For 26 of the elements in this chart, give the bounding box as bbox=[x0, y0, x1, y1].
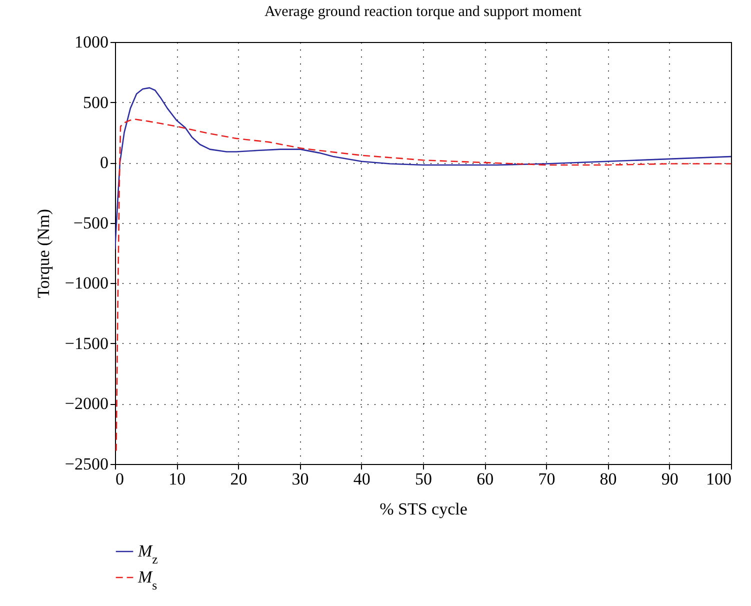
chart-title: Average ground reaction torque and support moment bbox=[264, 4, 582, 20]
y-tick-label: −1000 bbox=[64, 274, 108, 293]
y-tick-label: −2000 bbox=[64, 394, 108, 414]
legend-label: M$_{s}$ bbox=[137, 568, 158, 592]
x-tick-label: 20 bbox=[230, 470, 248, 488]
x-tick-label: 0 bbox=[116, 470, 124, 488]
legend-label: M$_{z}$ bbox=[137, 542, 158, 566]
y-tick-label: 0 bbox=[100, 153, 108, 172]
y-axis-title: Torque (Nm) bbox=[34, 209, 53, 298]
x-tick-label: 80 bbox=[600, 470, 617, 488]
x-tick-label: 40 bbox=[353, 470, 370, 488]
line-series bbox=[115, 87, 731, 250]
x-tick-label: 50 bbox=[415, 470, 432, 488]
x-tick-label: 10 bbox=[168, 470, 186, 488]
line-series bbox=[116, 118, 731, 452]
y-tick-label: −500 bbox=[73, 213, 108, 232]
y-tick-label: 1000 bbox=[74, 32, 108, 52]
x-tick-label: 70 bbox=[538, 470, 556, 488]
y-tick-label: −2500 bbox=[64, 454, 108, 474]
y-tick-label: −1500 bbox=[64, 334, 108, 353]
y-tick-label: 500 bbox=[83, 92, 108, 112]
x-axis-title: % STS cycle bbox=[380, 500, 468, 518]
x-tick-label: 90 bbox=[661, 470, 678, 488]
x-tick-label: 60 bbox=[476, 470, 494, 488]
x-tick-label: 100 bbox=[706, 470, 732, 488]
x-tick-label: 30 bbox=[292, 470, 309, 488]
